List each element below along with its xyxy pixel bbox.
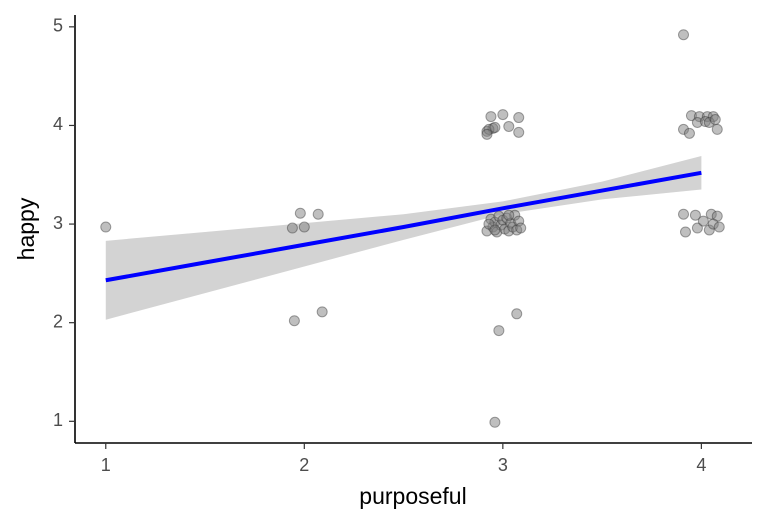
point <box>294 207 306 219</box>
point <box>485 111 497 123</box>
point <box>489 224 501 236</box>
x-tick-label: 3 <box>498 455 508 475</box>
y-tick-label: 1 <box>53 410 63 430</box>
point <box>100 221 112 233</box>
point <box>678 208 690 220</box>
y-tick-label: 3 <box>53 213 63 233</box>
x-tick-label: 2 <box>299 455 309 475</box>
x-axis-title: purposeful <box>359 483 466 509</box>
x-tick-label: 1 <box>101 455 111 475</box>
y-tick-label: 4 <box>53 114 63 134</box>
point <box>678 29 690 41</box>
y-axis-title: happy <box>13 197 39 260</box>
point <box>481 128 493 140</box>
point <box>511 308 523 320</box>
point <box>697 215 709 227</box>
point <box>679 226 691 238</box>
point <box>503 120 515 132</box>
y-tick-label: 2 <box>53 311 63 331</box>
point <box>515 222 527 234</box>
point <box>312 208 324 220</box>
point <box>489 121 501 133</box>
point <box>713 221 725 233</box>
trend-line <box>105 170 702 283</box>
point <box>513 112 525 124</box>
point <box>298 221 310 233</box>
confidence-band <box>105 156 702 320</box>
point <box>497 109 509 121</box>
point <box>288 315 300 327</box>
point <box>493 325 505 337</box>
point <box>503 209 515 221</box>
point <box>489 416 501 428</box>
point <box>513 126 525 138</box>
y-tick-label: 5 <box>53 16 63 36</box>
point <box>316 306 328 318</box>
point <box>691 222 703 234</box>
point <box>286 222 298 234</box>
point <box>709 114 721 126</box>
point <box>683 127 695 139</box>
point <box>689 209 701 221</box>
point <box>711 123 723 135</box>
x-tick-label: 4 <box>696 455 706 475</box>
